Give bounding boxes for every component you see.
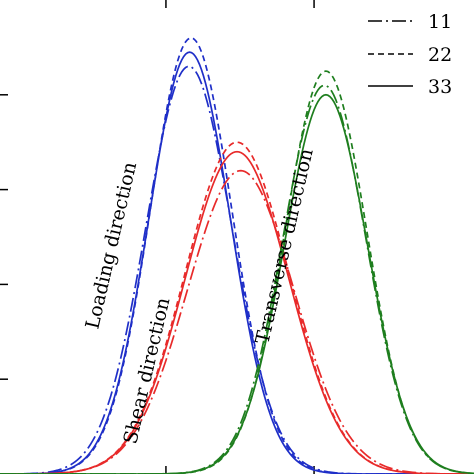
legend-label-22: 22 [428,44,452,66]
annotation-shear-direction: Shear direction [119,295,174,446]
curves [0,37,474,474]
curve-shear-direction-11 [0,169,474,474]
curve-shear-direction-33 [0,150,474,474]
axes [0,0,315,474]
curve-shear-direction-22 [0,141,474,474]
legend: 11 22 33 [368,11,452,98]
curve-transverse-direction-22 [0,70,474,474]
legend-label-11: 11 [428,11,452,33]
legend-label-33: 33 [428,76,452,98]
curve-loading-direction-33 [0,51,474,474]
curve-loading-direction-11 [0,65,474,474]
curve-transverse-direction-33 [0,93,474,474]
curve-transverse-direction-11 [0,84,474,474]
